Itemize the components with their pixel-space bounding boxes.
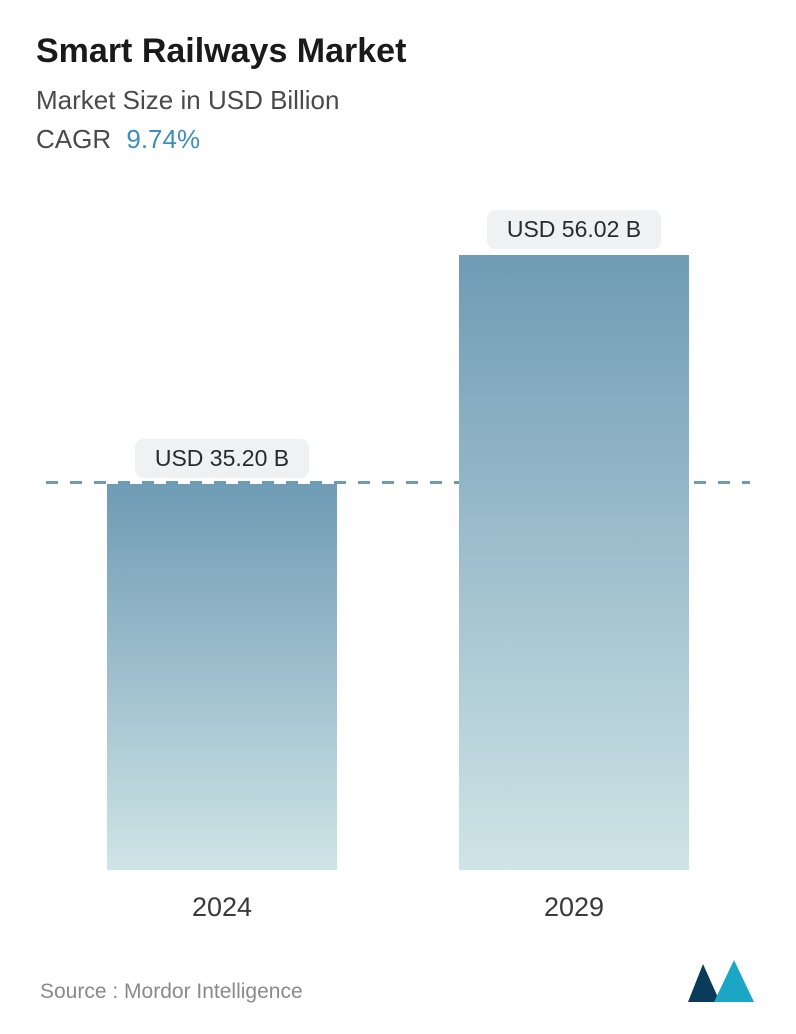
chart-area: USD 35.20 B USD 56.02 B 2024 2029 — [46, 195, 750, 940]
source-text: Source : Mordor Intelligence — [40, 980, 303, 1004]
bars-group: USD 35.20 B USD 56.02 B — [46, 195, 750, 870]
cagr-line: CAGR 9.74% — [36, 124, 760, 155]
chart-container: Smart Railways Market Market Size in USD… — [0, 0, 796, 1034]
cagr-label: CAGR — [36, 124, 111, 154]
brand-logo-icon — [686, 958, 756, 1004]
chart-subtitle: Market Size in USD Billion — [36, 83, 760, 118]
value-pill-0: USD 35.20 B — [135, 439, 309, 478]
chart-title: Smart Railways Market — [36, 30, 760, 73]
bar-group-0: USD 35.20 B — [64, 195, 381, 870]
chart-footer: Source : Mordor Intelligence — [36, 940, 760, 1014]
x-label-0: 2024 — [64, 892, 381, 923]
bar-group-1: USD 56.02 B — [416, 195, 733, 870]
bar-1 — [459, 255, 689, 870]
chart-header: Smart Railways Market Market Size in USD… — [36, 30, 760, 155]
plot-region: USD 35.20 B USD 56.02 B — [46, 195, 750, 870]
x-axis-labels: 2024 2029 — [46, 880, 750, 940]
cagr-value: 9.74% — [126, 124, 200, 154]
value-pill-1: USD 56.02 B — [487, 210, 661, 249]
x-label-1: 2029 — [416, 892, 733, 923]
bar-0 — [107, 484, 337, 870]
